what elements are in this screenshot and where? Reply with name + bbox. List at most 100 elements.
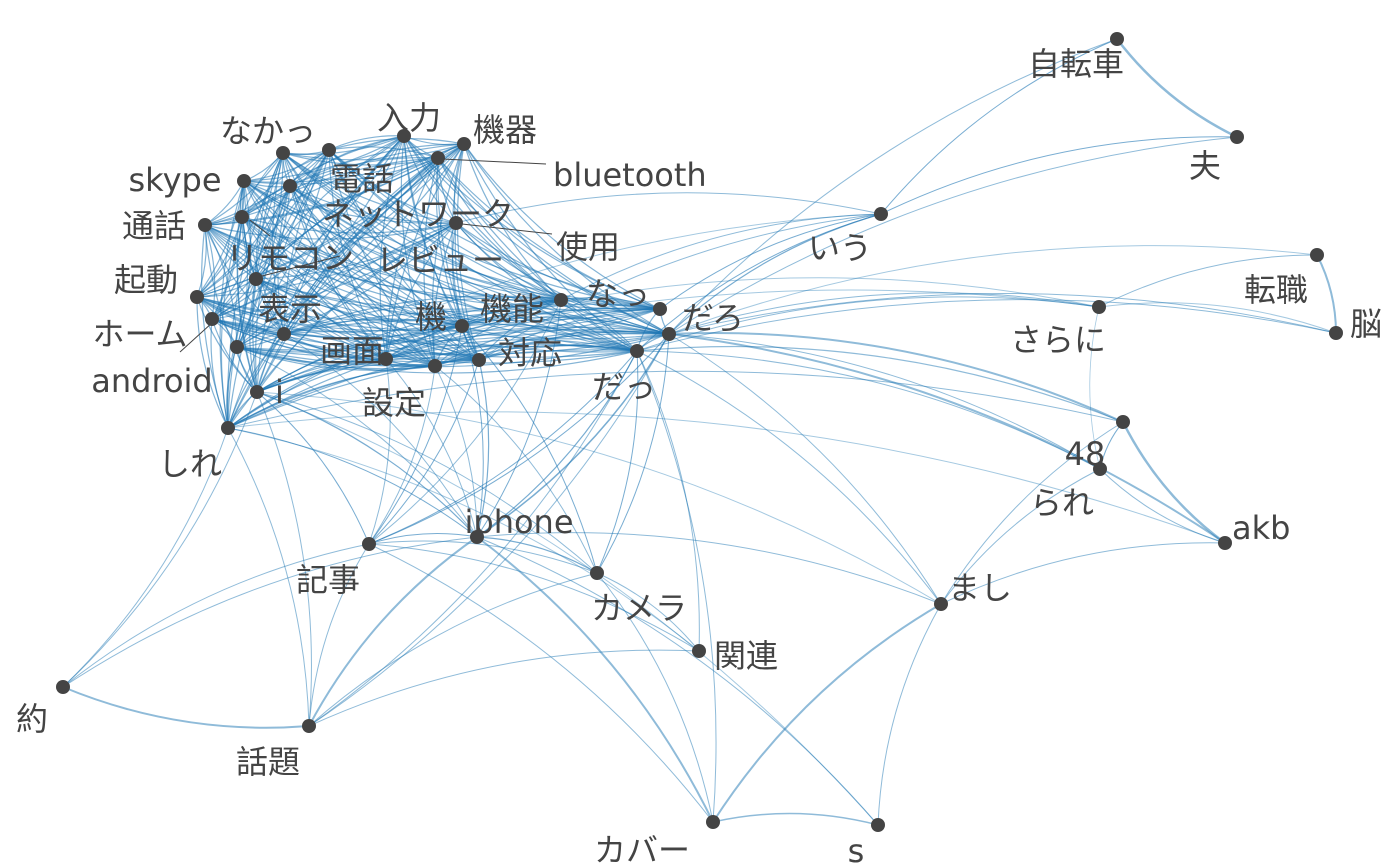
edge-cover-camera bbox=[596, 572, 714, 823]
node-label-otto: 夫 bbox=[1189, 147, 1221, 185]
node-daro bbox=[662, 327, 676, 341]
edge-camera-daro bbox=[596, 333, 670, 574]
node-label-camera: カメラ bbox=[591, 589, 687, 627]
node-review bbox=[249, 272, 263, 286]
node-label-settei: 設定 bbox=[362, 384, 426, 422]
edge-iu-shiyou bbox=[455, 192, 882, 224]
node-kiki bbox=[457, 137, 471, 151]
edge-network-taiou bbox=[289, 185, 480, 361]
edge-iphone-i bbox=[256, 391, 478, 538]
node-label-review: レビュー bbox=[376, 241, 504, 279]
node-kinou bbox=[554, 293, 568, 307]
edge-rare-mashi bbox=[940, 468, 1101, 605]
edge-iphone-kinou bbox=[476, 299, 562, 538]
node-rare bbox=[1093, 462, 1107, 476]
node-label-jitensha: 自転車 bbox=[1028, 45, 1124, 83]
edge-network-kinou bbox=[289, 185, 562, 301]
edge-cover-iphone bbox=[476, 536, 714, 823]
edge-otto-daro bbox=[668, 136, 1238, 335]
node-label-yaku: 約 bbox=[16, 700, 48, 738]
node-label-daxtu: だっ bbox=[592, 368, 656, 406]
edge-kidou-hyouji bbox=[196, 296, 285, 335]
edge-bluetooth-review bbox=[255, 157, 439, 280]
node-label-kidou: 起動 bbox=[114, 261, 178, 299]
edge-mashi-cover bbox=[712, 603, 942, 823]
node-settei bbox=[428, 359, 442, 373]
node-label-bluetooth: bluetooth bbox=[553, 156, 707, 194]
edge-jitensha-iu bbox=[880, 38, 1118, 215]
edge-s-i bbox=[256, 391, 879, 826]
node-kiji bbox=[362, 537, 376, 551]
edge-kanren-wadai bbox=[308, 649, 700, 727]
edge-camera-daxtu bbox=[596, 350, 639, 574]
edge-noo-tenshoku bbox=[1316, 254, 1337, 334]
edge-mashi-i bbox=[256, 391, 942, 605]
node-iphone bbox=[470, 530, 484, 544]
node-taiou bbox=[472, 353, 486, 367]
edge-network-settei bbox=[289, 185, 436, 367]
node-label-n48: 48 bbox=[1065, 435, 1106, 473]
node-tenshoku bbox=[1310, 248, 1324, 262]
edge-nakaxtu-hyouji bbox=[272, 152, 285, 335]
edge-iphone-settei bbox=[434, 365, 478, 538]
node-cover bbox=[706, 815, 720, 829]
node-label-tenshoku: 転職 bbox=[1244, 271, 1308, 309]
edge-denwa-hyouji bbox=[283, 149, 330, 335]
node-label-nyuryoku: 入力 bbox=[377, 99, 441, 137]
edge-kiji-taiou bbox=[368, 359, 480, 545]
edge-kanren-kiji bbox=[368, 543, 700, 652]
edge-ki-hyouji bbox=[283, 318, 463, 335]
node-label-remocon: リモコン bbox=[226, 239, 354, 277]
node-label-taiou: 対応 bbox=[498, 334, 562, 372]
node-layer bbox=[56, 32, 1343, 832]
edge-otto-iu bbox=[880, 136, 1238, 215]
edge-noo-daxtu bbox=[636, 299, 1337, 352]
node-label-iphone: iphone bbox=[464, 503, 573, 541]
edge-rare-akb bbox=[1099, 468, 1226, 544]
node-iu bbox=[874, 207, 888, 221]
node-jitensha bbox=[1110, 32, 1124, 46]
edge-shiyou-hyouji bbox=[283, 222, 457, 335]
edge-denwa-review bbox=[255, 149, 330, 280]
edge-kidou-kinou bbox=[196, 296, 562, 321]
edge-bluetooth-taiou bbox=[437, 157, 480, 361]
edge-wadai-i bbox=[256, 391, 312, 727]
edge-network-naxtu bbox=[289, 185, 661, 310]
edge-kiji-wadai bbox=[308, 543, 370, 727]
edge-shiyou-i bbox=[256, 222, 457, 393]
edge-kiji-settei bbox=[368, 365, 436, 545]
edge-mashi-daro bbox=[668, 333, 942, 605]
edge-hyouji-settei bbox=[283, 333, 436, 367]
edge-akb-shire bbox=[227, 411, 1226, 544]
node-daxtu bbox=[630, 344, 644, 358]
edge-taiou-hyouji bbox=[283, 331, 480, 361]
edge-kiji-kinou bbox=[368, 299, 562, 545]
node-label-gamen: 画面 bbox=[320, 332, 384, 370]
node-network bbox=[283, 179, 297, 193]
edge-android-ki bbox=[236, 325, 463, 353]
node-label-home: ホーム bbox=[92, 315, 187, 353]
leader-line-shiyou bbox=[461, 223, 553, 235]
edge-rare-daxtu bbox=[636, 350, 1101, 470]
edge-kiki-shire bbox=[227, 143, 465, 429]
node-gamen bbox=[379, 352, 393, 366]
node-label-ki: 機 bbox=[415, 298, 447, 336]
edge-tsuwa-review bbox=[204, 224, 257, 280]
edge-nyuryoku-shire bbox=[227, 135, 405, 429]
edge-iphone-shire bbox=[227, 427, 478, 538]
edge-denwa-ki bbox=[328, 149, 463, 327]
edge-kiji-daxtu bbox=[368, 350, 638, 545]
leader-line-android bbox=[179, 321, 214, 353]
edge-kinou-hyouji bbox=[283, 295, 562, 335]
edge-review-i bbox=[249, 278, 258, 393]
edge-sarani-daro bbox=[668, 292, 1100, 335]
edge-shiyou-daro bbox=[455, 222, 670, 335]
node-label-i: i bbox=[275, 373, 284, 411]
edge-kiji-yaku bbox=[62, 543, 370, 688]
edge-iphone-wadai bbox=[308, 536, 478, 727]
edge-kidou-taiou bbox=[196, 296, 480, 361]
node-naxtu bbox=[653, 302, 667, 316]
edge-android-daxtu bbox=[236, 346, 638, 374]
edge-wadai-daxtu bbox=[308, 350, 638, 727]
